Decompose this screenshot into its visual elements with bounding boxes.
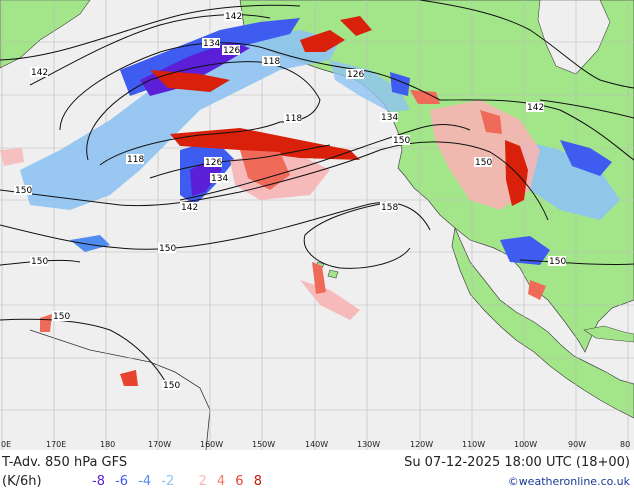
lon-tick-label: 110W <box>462 440 485 449</box>
lon-tick-label: 140W <box>305 440 328 449</box>
legend-item: -4 <box>138 474 152 489</box>
contour-label: 142 <box>527 103 544 113</box>
contour-label: 150 <box>163 381 180 391</box>
lon-tick-label: 170E <box>46 440 66 449</box>
contour-label: 142 <box>225 12 242 22</box>
lon-tick-label: 160W <box>200 440 223 449</box>
adv-pos-mid-5 <box>40 314 52 332</box>
contour-label: 118 <box>263 57 280 67</box>
adv-pos-mid-3 <box>480 110 502 134</box>
legend-item: -8 <box>92 474 105 489</box>
contour-labels: 142 134 126 118 142 118 126 134 142 150 … <box>14 11 566 391</box>
adv-pos-mid-1 <box>240 150 290 190</box>
contour-label: 118 <box>285 114 302 124</box>
contour-label: 150 <box>393 136 410 146</box>
contour-label: 126 <box>205 158 222 168</box>
adv-pos-mid-4 <box>312 262 326 294</box>
legend-item: -6 <box>115 474 129 489</box>
adv-neg-light-2 <box>520 140 620 220</box>
lon-tick-label: 80 <box>620 440 630 449</box>
contour-label: 118 <box>127 155 144 165</box>
map-canvas: 142 134 126 118 142 118 126 134 142 150 … <box>0 0 634 450</box>
lon-tick-label: 0E <box>1 440 11 449</box>
adv-pos-light-4 <box>0 148 24 166</box>
land-asia <box>0 0 91 69</box>
map-footer: T-Adv. 850 hPa GFS Su 07-12-2025 18:00 U… <box>0 450 634 490</box>
advection-field <box>0 16 620 386</box>
legend-item: 2 <box>198 474 207 489</box>
map-panel: 142 134 126 118 142 118 126 134 142 150 … <box>0 0 634 450</box>
lon-tick-label: 100W <box>514 440 537 449</box>
adv-neg-mid-3 <box>500 236 550 265</box>
legend-item: 8 <box>253 474 262 489</box>
contour-label: 150 <box>549 257 566 267</box>
adv-pos-mid-7 <box>120 370 138 386</box>
contour-label: 150 <box>475 158 492 168</box>
legend-item: -2 <box>161 474 175 489</box>
contour-label: 134 <box>211 174 228 184</box>
adv-pos-strong-3 <box>150 70 230 92</box>
contour-label: 142 <box>31 68 48 78</box>
land-central-america <box>451 226 634 419</box>
adv-pos-mid-6 <box>528 280 546 300</box>
valid-datetime: Su 07-12-2025 18:00 UTC (18+00) <box>404 455 630 470</box>
adv-pos-light-3 <box>300 280 360 320</box>
contour-label: 126 <box>223 46 240 56</box>
contour-label: 142 <box>181 203 198 213</box>
contour-label: 150 <box>15 186 32 196</box>
land-pacific-islands <box>29 329 211 450</box>
adv-pos-strong-4 <box>300 30 345 52</box>
lon-tick-label: 90W <box>568 440 586 449</box>
longitude-ticks: 0E 170E 180 170W 160W 150W 140W 130W 120… <box>1 440 630 449</box>
unit-label: (K/6h) <box>2 474 42 489</box>
land-caribbean <box>583 325 634 343</box>
adv-neg-mid-6 <box>70 235 110 252</box>
adv-pos-mid-2 <box>410 90 440 104</box>
adv-neg-mid-5 <box>390 72 410 96</box>
contour-label: 126 <box>347 70 364 80</box>
lon-tick-label: 130W <box>357 440 380 449</box>
color-legend: -8 -6 -4 -2 2 4 6 8 <box>92 474 268 489</box>
contour-label: 134 <box>203 39 220 49</box>
adv-pos-strong-5 <box>340 16 372 36</box>
contour-label: 158 <box>381 203 398 213</box>
legend-item: 4 <box>216 474 226 489</box>
adv-pos-strong-1 <box>170 128 360 160</box>
adv-neg-strong-2 <box>190 158 222 196</box>
contour-label: 150 <box>31 257 48 267</box>
legend-item: 6 <box>235 474 244 489</box>
lon-tick-label: 150W <box>252 440 275 449</box>
lon-tick-label: 170W <box>148 440 171 449</box>
contour-label: 134 <box>381 113 398 123</box>
adv-neg-mid-4 <box>560 140 612 176</box>
lon-tick-label: 120W <box>410 440 433 449</box>
map-title: T-Adv. 850 hPa GFS <box>2 455 128 470</box>
graticule <box>0 0 634 450</box>
credit-link[interactable]: ©weatheronline.co.uk <box>507 475 630 488</box>
contour-label: 150 <box>53 312 70 322</box>
lon-tick-label: 180 <box>100 440 115 449</box>
contour-label: 150 <box>159 244 176 254</box>
